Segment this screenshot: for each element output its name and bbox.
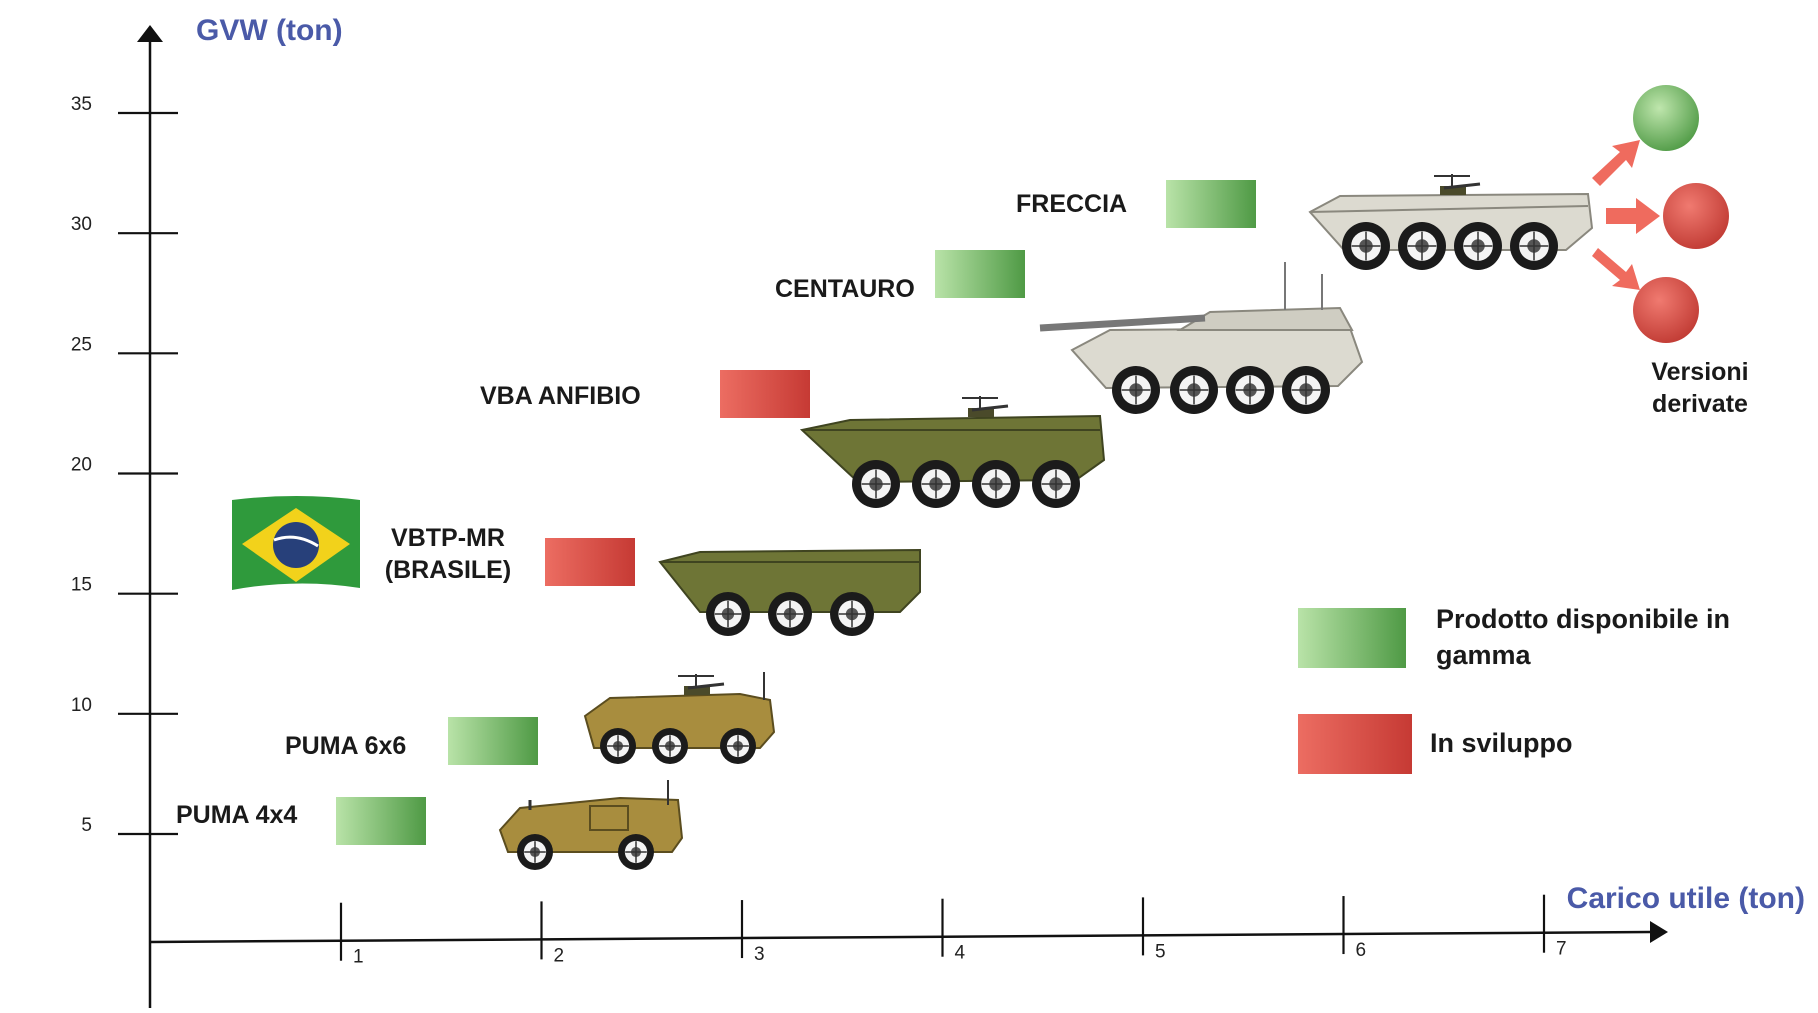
status-box-available	[336, 797, 426, 845]
wheel-icon	[1398, 222, 1446, 270]
status-box-in-development	[545, 538, 635, 586]
x-tick-label: 3	[754, 944, 765, 965]
vehicle-label: VBA ANFIBIO	[480, 382, 641, 410]
vehicle-vba: VBA ANFIBIO	[480, 370, 1106, 508]
vehicle-centauro: CENTAURO	[775, 250, 1364, 414]
status-box-available	[1166, 180, 1256, 228]
x-axis-line	[149, 930, 1651, 944]
derived-versions: Versioni derivate	[1592, 85, 1749, 418]
y-tick-label: 35	[71, 94, 92, 115]
x-tick-label: 2	[554, 945, 565, 966]
legend: Prodotto disponibile in gamma In sviluppo	[1298, 604, 1730, 774]
x-axis-title: Carico utile (ton)	[1567, 882, 1805, 915]
wheel-icon	[830, 592, 874, 636]
x-tick-label: 7	[1556, 939, 1567, 960]
y-axis-arrow	[137, 25, 163, 42]
vehicle-label: PUMA 6x6	[285, 732, 406, 760]
wheel-icon	[618, 834, 654, 870]
wheel-icon	[1454, 222, 1502, 270]
arrow-right-icon	[1592, 248, 1640, 290]
derived-version-circle	[1633, 85, 1699, 151]
vehicle-vbtp: VBTP-MR (BRASILE)	[232, 496, 921, 636]
wheel-icon	[1112, 366, 1160, 414]
vehicle-label: FRECCIA	[1016, 190, 1127, 218]
arrow-right-icon	[1592, 140, 1640, 186]
legend-label: Prodotto disponibile in	[1436, 604, 1730, 634]
y-tick-label: 25	[71, 334, 92, 355]
puma4x4-vehicle-icon	[498, 780, 684, 870]
y-tick-label: 5	[81, 815, 92, 836]
wheel-icon	[1342, 222, 1390, 270]
wheel-icon	[852, 460, 900, 508]
y-tick-label: 15	[71, 575, 92, 596]
legend-item: Prodotto disponibile in gamma	[1298, 604, 1730, 670]
brazil-flag-icon	[232, 496, 360, 590]
derived-versions-label: derivate	[1652, 390, 1748, 418]
status-box-in-development	[720, 370, 810, 418]
legend-swatch	[1298, 608, 1406, 668]
wheel-icon	[1510, 222, 1558, 270]
x-axis-arrow	[1650, 921, 1668, 943]
status-box-available	[448, 717, 538, 765]
y-ticks: 5 10 15 20 25 30 35	[71, 94, 178, 836]
y-tick-label: 30	[71, 214, 92, 235]
vehicle-label: PUMA 4x4	[176, 801, 297, 829]
wheel-icon	[1282, 366, 1330, 414]
wheel-icon	[972, 460, 1020, 508]
wheel-icon	[517, 834, 553, 870]
vehicle-puma6x6: PUMA 6x6	[285, 672, 776, 765]
arrow-right-icon	[1606, 198, 1660, 234]
wheel-icon	[652, 728, 688, 764]
vehicle-freccia: FRECCIA	[1016, 174, 1594, 270]
vehicle-puma4x4: PUMA 4x4	[176, 780, 684, 870]
status-box-available	[935, 250, 1025, 298]
vbtp-vehicle-icon	[658, 548, 921, 636]
y-tick-label: 10	[71, 695, 92, 716]
x-tick-label: 5	[1155, 941, 1166, 962]
derived-version-circle	[1633, 277, 1699, 343]
wheel-icon	[1226, 366, 1274, 414]
legend-item: In sviluppo	[1298, 714, 1573, 774]
freccia-vehicle-icon	[1308, 174, 1594, 270]
x-tick-label: 1	[353, 947, 364, 968]
wheel-icon	[912, 460, 960, 508]
vba-vehicle-icon	[799, 396, 1106, 508]
vehicle-label: VBTP-MR	[391, 524, 505, 552]
puma6x6-vehicle-icon	[583, 672, 776, 764]
y-tick-label: 20	[71, 455, 92, 476]
x-ticks: 1 2 3 4 5 6 7	[339, 894, 1567, 968]
derived-version-circle	[1663, 183, 1729, 249]
wheel-icon	[1170, 366, 1218, 414]
vehicle-series: PUMA 4x4 PUMA 6x6 VBTP-MR (BRASILE) VBA ANFI…	[176, 174, 1594, 870]
wheel-icon	[768, 592, 812, 636]
legend-label: gamma	[1436, 640, 1532, 670]
centauro-vehicle-icon	[1039, 262, 1364, 414]
wheel-icon	[600, 728, 636, 764]
x-tick-label: 4	[955, 943, 966, 964]
legend-label: In sviluppo	[1430, 728, 1573, 758]
wheel-icon	[706, 592, 750, 636]
wheel-icon	[1032, 460, 1080, 508]
legend-swatch	[1298, 714, 1412, 774]
vehicle-label: (BRASILE)	[385, 556, 511, 584]
vehicle-label: CENTAURO	[775, 275, 915, 303]
y-axis-title: GVW (ton)	[196, 14, 343, 47]
x-tick-label: 6	[1356, 940, 1367, 961]
derived-versions-label: Versioni	[1651, 358, 1748, 386]
wheel-icon	[720, 728, 756, 764]
